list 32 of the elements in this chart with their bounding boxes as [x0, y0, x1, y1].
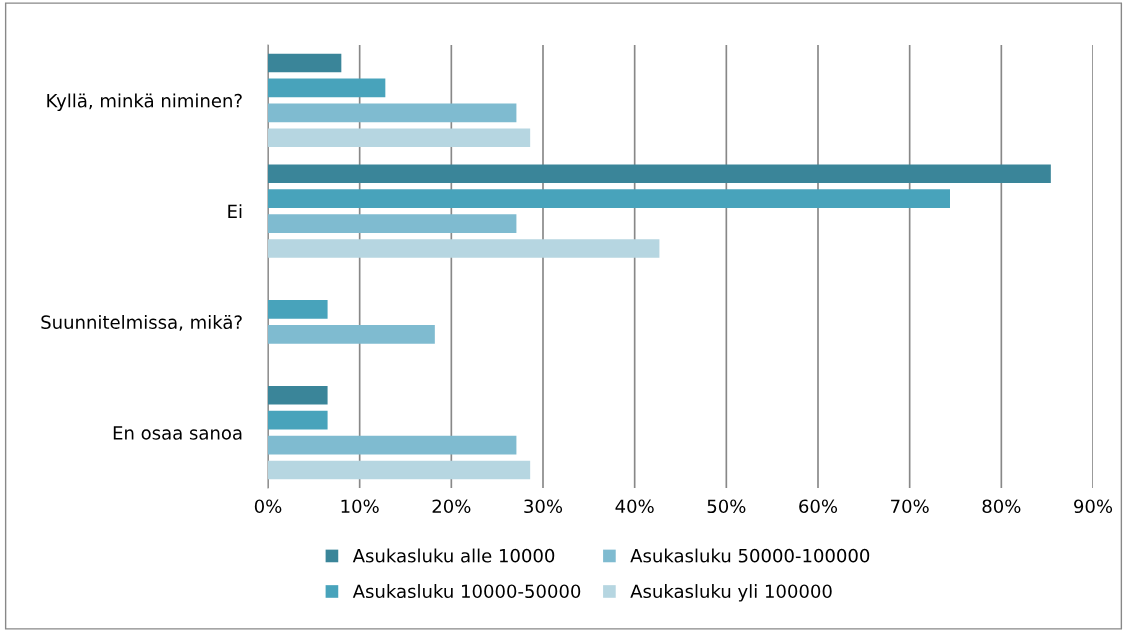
- x-tick-label: 20%: [432, 499, 471, 514]
- legend-label: Asukasluku alle 10000: [352, 548, 555, 563]
- bar: [268, 78, 386, 98]
- bar: [268, 300, 328, 319]
- bar: [268, 103, 517, 123]
- bar: [268, 324, 435, 344]
- x-tick-label: 70%: [891, 499, 929, 514]
- x-tick-label: 90%: [1074, 499, 1113, 514]
- bar: [268, 53, 342, 73]
- legend-label: Asukasluku 10000-50000: [352, 584, 581, 599]
- bar: [268, 164, 1051, 184]
- bar: [268, 410, 328, 430]
- x-tick-label: 40%: [615, 499, 654, 514]
- y-tick-label: Ei: [228, 204, 242, 218]
- bar: [268, 189, 950, 209]
- y-tick-label: En osaa sanoa: [113, 426, 242, 440]
- bar: [268, 239, 660, 258]
- bar: [268, 435, 517, 455]
- bar: [268, 214, 517, 233]
- x-tick-label: 30%: [524, 499, 563, 514]
- x-tick-label: 0%: [254, 499, 282, 514]
- x-tick-label: 10%: [341, 499, 379, 514]
- bar: [268, 128, 531, 148]
- y-tick-label: Kyllä, minkä niminen?: [47, 93, 242, 111]
- x-tick-label: 80%: [982, 499, 1021, 514]
- x-tick-label: 60%: [799, 499, 838, 514]
- legend-label: Asukasluku yli 100000: [630, 584, 832, 602]
- y-tick-label: Suunnitelmissa, mikä?: [41, 315, 242, 331]
- bar: [268, 385, 328, 405]
- x-tick-label: 50%: [707, 499, 746, 514]
- legend-label: Asukasluku 50000-100000: [630, 548, 870, 563]
- bar: [268, 460, 531, 480]
